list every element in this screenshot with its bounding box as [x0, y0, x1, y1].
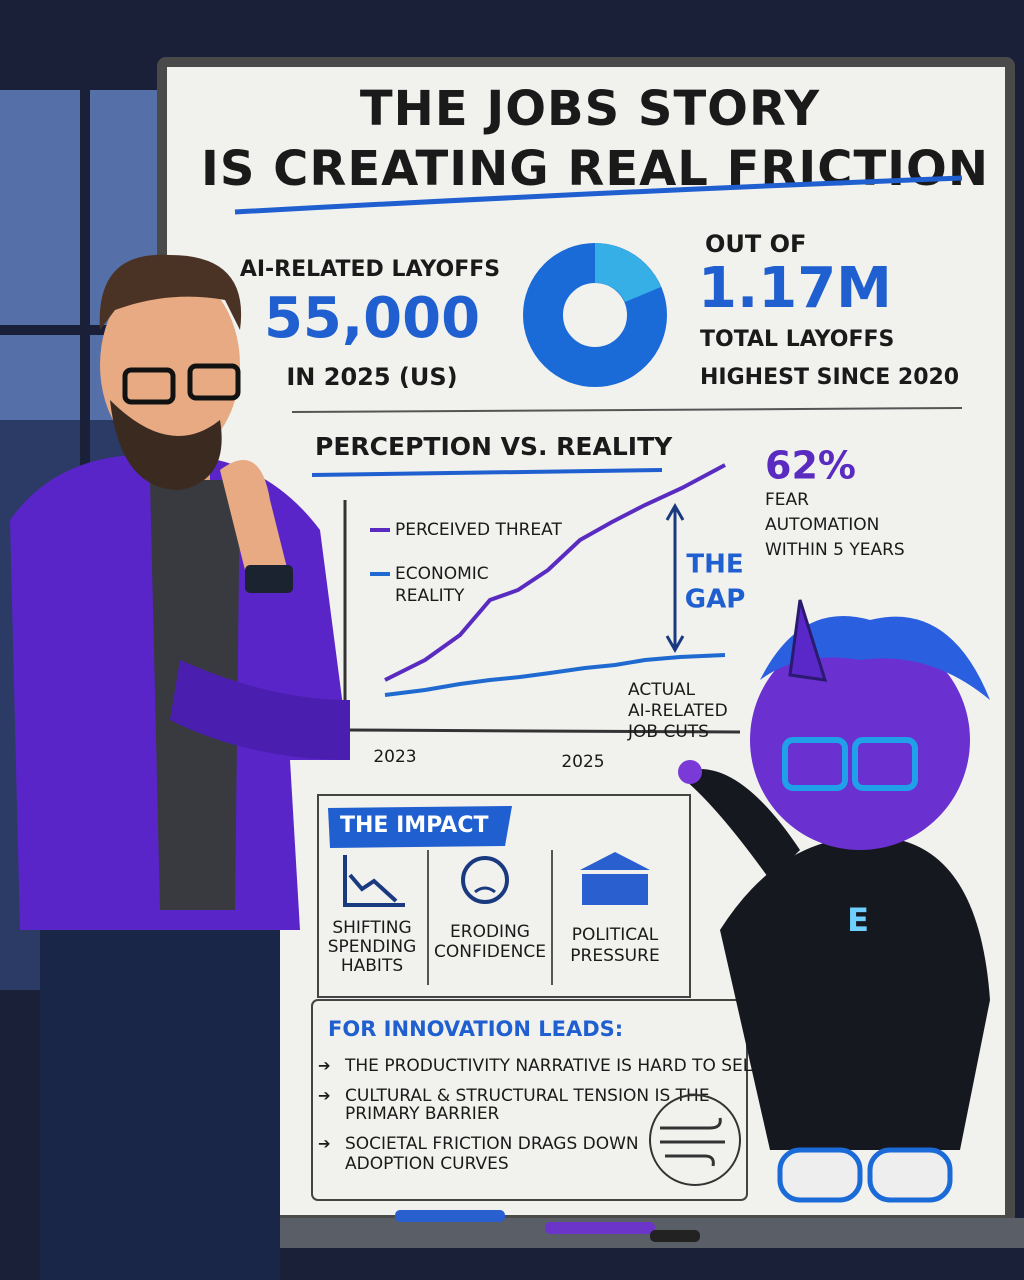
icon-capitol — [580, 852, 650, 905]
impact-label: SPENDING — [328, 937, 417, 957]
annotation: ACTUAL — [628, 680, 696, 700]
bullet-text: ADOPTION CURVES — [345, 1154, 509, 1174]
marker — [650, 1230, 700, 1242]
stat-line: FEAR — [765, 490, 809, 510]
annotation: AI-RELATED — [628, 701, 728, 721]
watch — [245, 565, 293, 593]
impact-heading: THE IMPACT — [340, 813, 488, 838]
arm — [170, 660, 350, 760]
gap-label: THE — [686, 550, 743, 580]
stat-value: 55,000 — [264, 286, 480, 351]
sneaker — [777, 1147, 863, 1203]
stat-label: AI-RELATED LAYOFFS — [240, 257, 500, 282]
stat-line: HIGHEST SINCE 2020 — [700, 365, 959, 390]
man — [10, 254, 350, 1280]
wind-icon — [649, 1094, 741, 1186]
heading-underline — [311, 468, 663, 477]
stat-line: WITHIN 5 YEARS — [765, 540, 905, 560]
threat-line — [384, 463, 726, 682]
gap-arrowheads — [665, 502, 685, 654]
stat-value: 1.17M — [698, 256, 892, 321]
x-label: 2025 — [561, 752, 604, 772]
sneaker — [867, 1147, 953, 1203]
beard — [110, 400, 222, 490]
marker — [395, 1210, 505, 1222]
title-line: IS CREATING REAL FRICTION — [201, 141, 989, 197]
mascot-horn — [788, 599, 828, 682]
section-heading: PERCEPTION VS. REALITY — [315, 432, 673, 461]
impact-label: SHIFTING — [332, 918, 411, 938]
legend-label: ECONOMIC — [395, 564, 489, 584]
glasses — [122, 367, 176, 405]
mascot-glasses — [852, 737, 918, 791]
legend-label: PERCEIVED THREAT — [395, 520, 562, 540]
impact-label: PRESSURE — [570, 946, 659, 966]
reality-line — [384, 653, 726, 697]
mascot: E — [678, 599, 990, 1203]
bullet-text: CULTURAL & STRUCTURAL TENSION IS THE — [345, 1086, 710, 1106]
stat-value: 62% — [765, 444, 856, 488]
bullet-text: PRIMARY BARRIER — [345, 1104, 500, 1124]
impact-box — [317, 794, 691, 998]
glasses — [187, 363, 241, 401]
impact-label: ERODING — [450, 922, 530, 942]
hair — [99, 254, 242, 330]
bullet-arrow: ➔ — [318, 1087, 331, 1105]
gap-label: GAP — [685, 585, 746, 615]
icon-chart-down — [343, 855, 405, 907]
leads-bullets: ➔ THE PRODUCTIVITY NARRATIVE IS HARD TO … — [318, 1056, 762, 1174]
bullet-arrow: ➔ — [318, 1057, 331, 1075]
icon-sad-mouth — [474, 886, 496, 894]
hand — [220, 460, 290, 590]
impact-label: CONFIDENCE — [434, 942, 546, 962]
face — [100, 270, 240, 460]
donut-slice — [595, 243, 661, 302]
divider — [291, 407, 963, 413]
impact-labels: SHIFTING SPENDING HABITS ERODING CONFIDE… — [328, 918, 660, 976]
legend-label: REALITY — [395, 586, 465, 606]
annotation: JOB CUTS — [627, 722, 709, 742]
stat-prefix: OUT OF — [705, 230, 806, 258]
stat-sub: IN 2025 (US) — [286, 363, 457, 391]
bullet-text: THE PRODUCTIVITY NARRATIVE IS HARD TO SE… — [344, 1056, 762, 1076]
jeans — [40, 900, 280, 1280]
title-line: THE JOBS STORY — [360, 81, 820, 137]
bullet-arrow: ➔ — [318, 1135, 331, 1153]
mascot-hand — [678, 760, 702, 784]
hoodie-badge: E — [847, 901, 869, 939]
stat-line: AUTOMATION — [765, 515, 879, 535]
impact-label: HABITS — [341, 956, 403, 976]
mascot-hoodie — [720, 836, 990, 1150]
impact-label: POLITICAL — [572, 925, 659, 945]
mascot-glasses — [782, 737, 848, 791]
bullet-text: SOCIETAL FRICTION DRAGS DOWN — [345, 1134, 639, 1154]
title-underline — [234, 175, 963, 215]
axis — [344, 728, 741, 734]
stat-line: TOTAL LAYOFFS — [700, 327, 894, 352]
marker — [545, 1222, 655, 1234]
wind-lines — [660, 1117, 725, 1167]
mascot-arm — [685, 769, 800, 880]
x-label: 2023 — [373, 747, 416, 767]
impact-banner — [328, 806, 512, 848]
leads-heading: FOR INNOVATION LEADS: — [328, 1017, 623, 1041]
mascot-mane — [760, 616, 990, 700]
leads-box — [311, 999, 748, 1201]
icon-sad — [461, 856, 509, 904]
